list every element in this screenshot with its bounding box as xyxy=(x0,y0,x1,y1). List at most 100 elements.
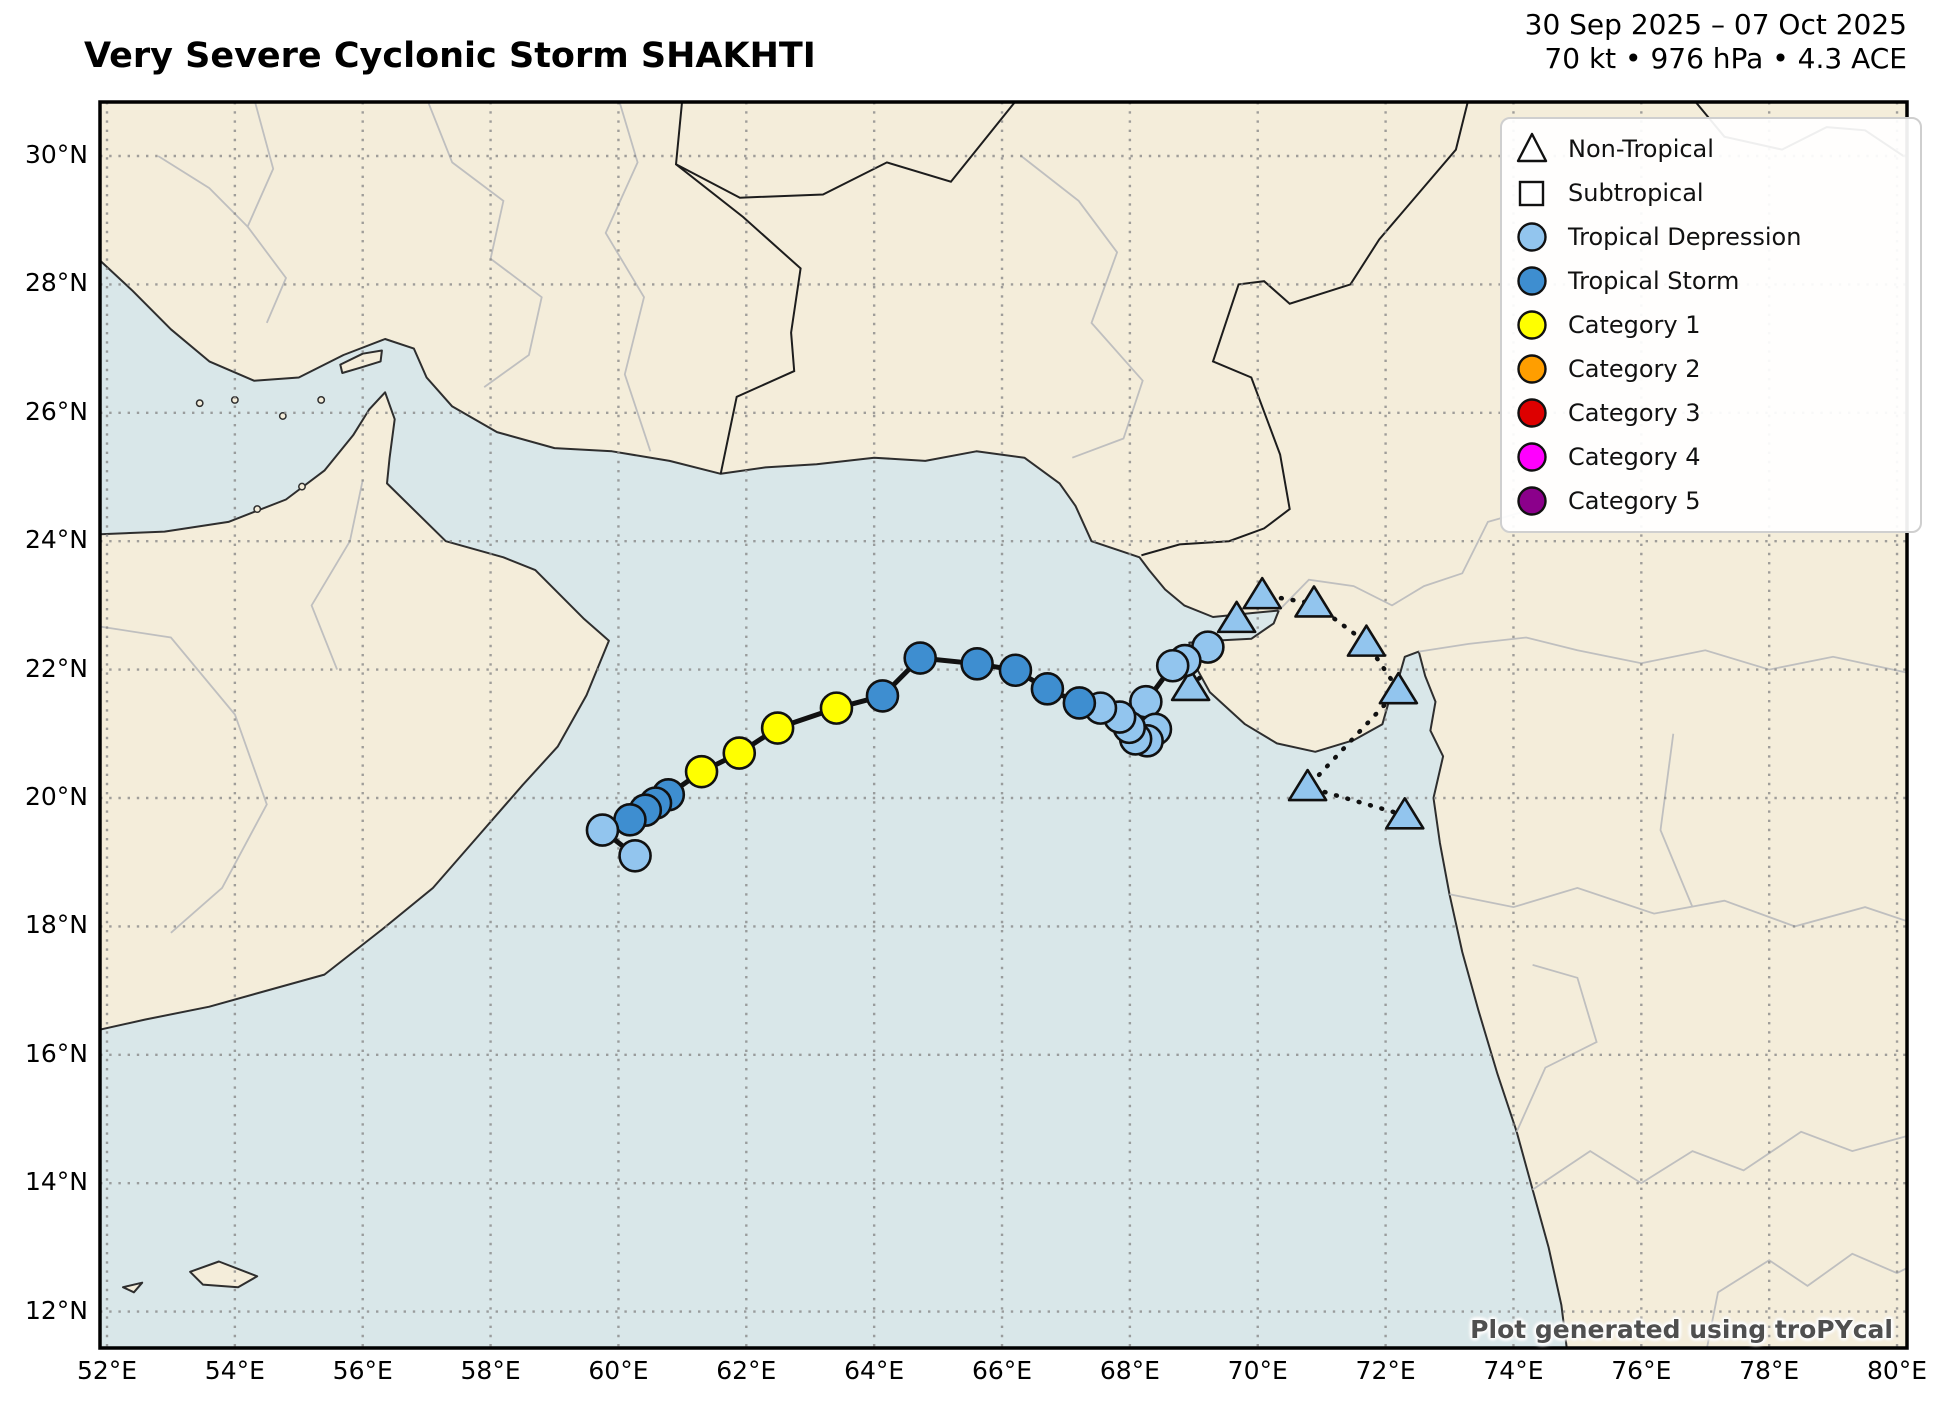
legend-row-tropical-depression: Tropical Depression xyxy=(1512,215,1910,259)
legend-row-category-3: Category 3 xyxy=(1512,391,1910,435)
circle-marker-icon xyxy=(1517,486,1547,516)
legend-label: Category 1 xyxy=(1568,311,1701,339)
track-point-marker-td xyxy=(618,838,652,873)
lat-tick-label: 20°N xyxy=(24,782,88,811)
non-tropical-point-marker xyxy=(1170,668,1211,702)
country-border xyxy=(674,102,802,475)
legend-row-category-1: Category 1 xyxy=(1512,303,1910,347)
legend-label: Category 3 xyxy=(1568,399,1701,427)
non-tropical-point-marker xyxy=(1346,624,1387,657)
lon-tick-label: 76°E xyxy=(1611,1356,1672,1385)
legend-row-category-4: Category 4 xyxy=(1512,435,1910,479)
state-border xyxy=(604,102,652,452)
map-frame xyxy=(98,100,1909,1350)
state-border xyxy=(1532,1130,1907,1191)
lon-tick-label: 52°E xyxy=(76,1356,138,1385)
state-border xyxy=(1020,155,1144,459)
lon-tick-label: 60°E xyxy=(588,1356,649,1385)
track-point-marker-ts xyxy=(1062,686,1097,720)
attribution-text: Plot generated using troPYcal xyxy=(1470,1315,1893,1344)
legend-row-category-2: Category 2 xyxy=(1512,347,1910,391)
country-border xyxy=(1141,102,1469,557)
coastline-landmass xyxy=(100,391,610,1031)
storm-date-range: 30 Sep 2025 – 07 Oct 2025 xyxy=(1524,8,1907,41)
lat-tick-label: 30°N xyxy=(24,140,88,169)
lat-tick-label: 12°N xyxy=(24,1295,88,1325)
lat-tick-label: 16°N xyxy=(24,1038,88,1068)
track-point-marker-ts xyxy=(960,647,994,681)
legend-row-non-tropical: Non-Tropical xyxy=(1512,127,1910,171)
islet xyxy=(317,396,326,404)
lon-tick-label: 62°E xyxy=(716,1356,777,1385)
lat-tick-label: 22°N xyxy=(24,653,88,683)
lat-tick-label: 14°N xyxy=(24,1167,88,1197)
track-point-marker-ts xyxy=(1030,672,1065,706)
lon-tick-label: 72°E xyxy=(1355,1356,1416,1385)
track-point-marker-c1 xyxy=(684,754,719,789)
non-tropical-point-marker xyxy=(1216,600,1257,634)
track-point-marker-td xyxy=(1155,648,1190,683)
islet xyxy=(253,505,262,514)
lon-tick-label: 56°E xyxy=(332,1356,393,1385)
non-tropical-point-marker xyxy=(1378,671,1419,705)
lon-tick-label: 74°E xyxy=(1483,1356,1544,1385)
lon-tick-label: 78°E xyxy=(1739,1356,1800,1385)
state-border xyxy=(1449,886,1907,928)
island xyxy=(122,1281,144,1294)
lat-tick-label: 18°N xyxy=(24,910,88,940)
circle-marker-icon xyxy=(1517,266,1547,296)
storm-summary: 30 Sep 2025 – 07 Oct 2025 70 kt • 976 hP… xyxy=(1525,8,1907,76)
legend-label: Category 2 xyxy=(1568,355,1701,383)
storm-stats: 70 kt • 976 hPa • 4.3 ACE xyxy=(1544,42,1907,75)
triangle-marker-icon xyxy=(1516,132,1548,163)
lon-tick-label: 54°E xyxy=(204,1356,265,1385)
lat-tick-label: 26°N xyxy=(24,396,88,426)
circle-marker-icon xyxy=(1517,354,1547,384)
islet xyxy=(278,412,287,420)
islet xyxy=(298,482,306,491)
legend: Non-Tropical Subtropical Tropical Depressi… xyxy=(1500,117,1922,533)
non-tropical-point-marker xyxy=(1242,576,1283,610)
non-tropical-point-marker xyxy=(1294,585,1334,618)
track-point-marker-c1 xyxy=(760,711,795,745)
track-point-marker-td xyxy=(585,813,620,847)
island xyxy=(189,1260,259,1289)
legend-row-subtropical: Subtropical xyxy=(1512,171,1910,215)
island xyxy=(339,349,383,374)
lat-tick-label: 24°N xyxy=(24,525,88,555)
state-border xyxy=(100,625,268,934)
track-point-marker-c1 xyxy=(819,691,854,725)
legend-label: Non-Tropical xyxy=(1568,135,1714,163)
legend-row-tropical-storm: Tropical Storm xyxy=(1512,259,1910,303)
non-tropical-point-marker xyxy=(1287,768,1328,802)
track-point-marker-ts xyxy=(998,653,1033,688)
state-border xyxy=(1659,733,1694,908)
track-point-marker-ts xyxy=(903,641,937,675)
state-border xyxy=(1278,508,1533,612)
circle-marker-icon xyxy=(1517,442,1547,472)
state-border xyxy=(1706,1252,1907,1348)
lon-tick-label: 64°E xyxy=(844,1356,905,1385)
track-point-marker-c1 xyxy=(722,736,757,770)
legend-label: Category 4 xyxy=(1568,443,1701,471)
circle-marker-icon xyxy=(1517,398,1547,428)
circle-marker-icon xyxy=(1517,222,1547,252)
track-point-marker-ts xyxy=(865,679,900,713)
legend-row-category-5: Category 5 xyxy=(1512,479,1910,523)
lon-tick-label: 66°E xyxy=(971,1356,1033,1385)
state-border xyxy=(310,480,364,670)
lon-tick-label: 58°E xyxy=(460,1356,521,1385)
non-tropical-point-marker xyxy=(1384,797,1425,830)
legend-label: Tropical Storm xyxy=(1568,267,1740,295)
lon-tick-label: 68°E xyxy=(1099,1356,1160,1385)
lon-tick-label: 80°E xyxy=(1866,1356,1928,1385)
legend-label: Subtropical xyxy=(1568,179,1704,207)
storm-track-layer xyxy=(585,576,1425,873)
legend-label: Category 5 xyxy=(1568,487,1701,515)
country-border xyxy=(675,102,1017,199)
page-title: Very Severe Cyclonic Storm SHAKHTI xyxy=(84,36,816,76)
square-marker-icon xyxy=(1518,180,1545,207)
state-border xyxy=(1515,964,1598,1133)
islet xyxy=(195,399,204,408)
